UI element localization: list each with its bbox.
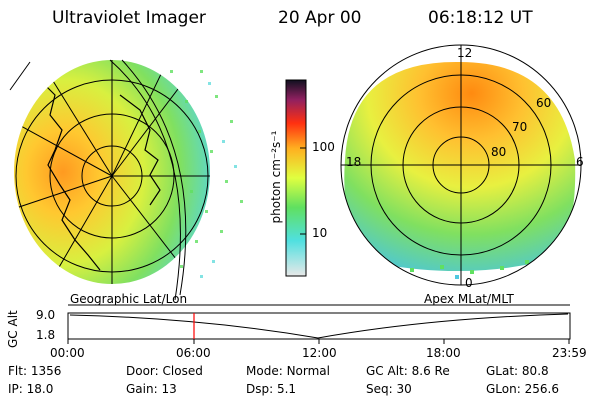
time-tick-1800: 18:00 [426, 346, 461, 360]
info-gain: Gain: 13 [126, 382, 177, 396]
time-tick-2359: 23:59 [552, 346, 587, 360]
limb-arc [109, 59, 181, 301]
info-mode: Mode: Normal [246, 364, 330, 378]
geographic-caption: Geographic Lat/Lon [70, 292, 188, 306]
date-label: 20 Apr 00 [278, 8, 362, 28]
apex-caption: Apex MLat/MLT [424, 292, 514, 306]
altitude-timeline [67, 304, 571, 344]
info-seq: Seq: 30 [366, 382, 412, 396]
time-tick-0600: 06:00 [176, 346, 211, 360]
info-glat: GLat: 80.8 [486, 364, 549, 378]
gc-alt-tick-high: 9.0 [36, 308, 56, 322]
info-ip: IP: 18.0 [8, 382, 54, 396]
time-tick-1200: 12:00 [302, 346, 337, 360]
lat-label-80: 80 [491, 145, 507, 159]
time-tick-0000: 00:00 [50, 346, 85, 360]
mlt-label-0: 0 [465, 276, 473, 290]
colorbar-unit-label: photon cm⁻²s⁻¹ [269, 130, 283, 224]
mlt-label-12: 12 [457, 46, 473, 60]
instrument-title: Ultraviolet Imager [52, 8, 206, 28]
colorbar [285, 79, 307, 277]
apex-polar-plot [340, 44, 582, 286]
info-flt: Flt: 1356 [8, 364, 62, 378]
colorbar-label-10: 10 [312, 226, 328, 240]
info-door: Door: Closed [126, 364, 203, 378]
info-glon: GLon: 256.6 [486, 382, 559, 396]
geographic-emission [14, 60, 243, 284]
time-label: 06:18:12 UT [428, 8, 533, 28]
gc-alt-axis-label: GC Alt [6, 310, 20, 348]
mlt-label-6: 6 [576, 155, 584, 169]
gc-alt-tick-low: 1.8 [36, 328, 56, 342]
lat-label-60: 60 [536, 96, 552, 110]
lat-label-70: 70 [512, 120, 528, 134]
colorbar-label-100: 100 [312, 140, 335, 154]
mlt-label-18: 18 [346, 155, 362, 169]
info-gc-alt: GC Alt: 8.6 Re [366, 364, 450, 378]
info-dsp: Dsp: 5.1 [246, 382, 297, 396]
